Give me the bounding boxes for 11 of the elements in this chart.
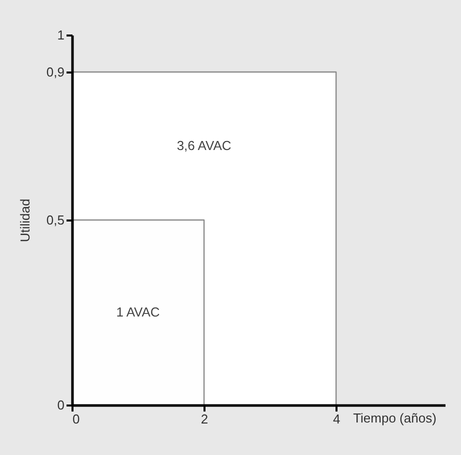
y-tick-label: 0 [57, 398, 64, 412]
x-tick-label: 4 [332, 412, 340, 426]
x-axis-title: Tiempo (años) [353, 410, 436, 426]
y-tick-label: 0,5 [46, 212, 64, 228]
x-tick-label: 2 [200, 412, 208, 426]
y-tick-label: 0,9 [46, 64, 64, 80]
annotation: 1 AVAC [116, 304, 160, 320]
y-tick-label: 1 [57, 28, 64, 42]
annotation: 3,6 AVAC [176, 138, 232, 153]
y-axis-title: Utilidad [17, 198, 32, 242]
x-tick-label: 0 [72, 412, 80, 426]
